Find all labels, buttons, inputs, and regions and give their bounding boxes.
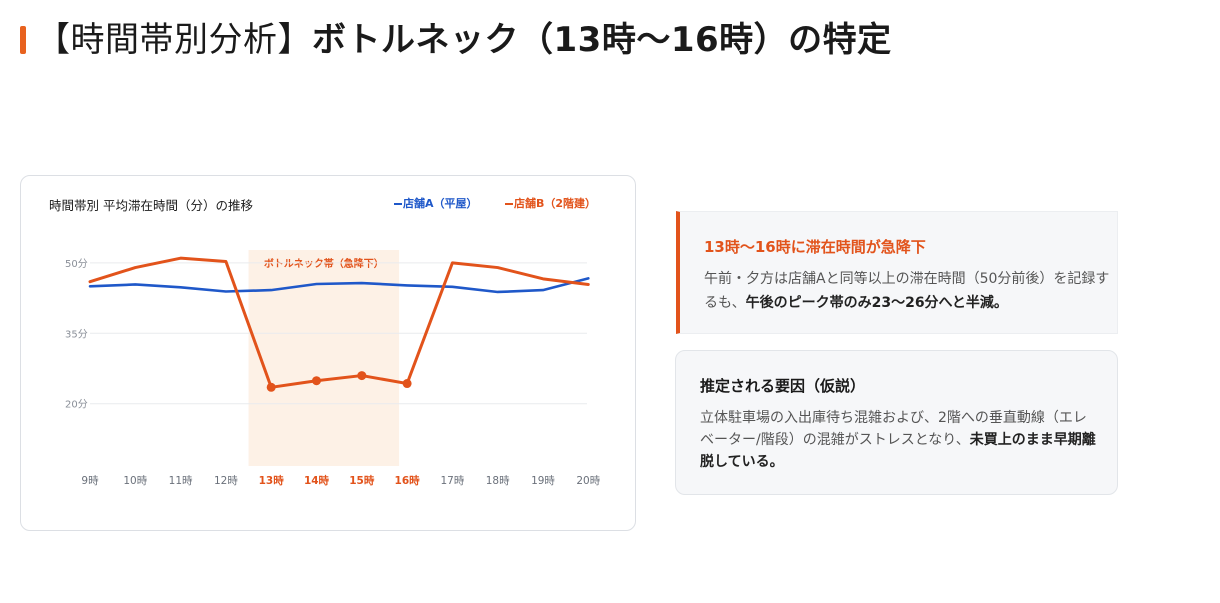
legend-label-store-a: 店舗A（平屋）	[403, 197, 478, 210]
legend-item-store-a: 店舗A（平屋）	[394, 195, 478, 211]
x-tick-label: 10時	[123, 475, 147, 487]
x-tick-label: 20時	[576, 475, 600, 487]
legend-label-store-b: 店舗B（2階建）	[514, 197, 597, 210]
x-tick-label: 14時	[304, 474, 330, 487]
x-tick-label: 12時	[214, 475, 238, 487]
hypothesis-body: 立体駐車場の入出庫待ち混雑および、2階への垂直動線（エレベーター/階段）の混雑が…	[700, 407, 1100, 473]
x-tick-label: 13時	[259, 474, 285, 487]
x-tick-label: 9時	[81, 475, 99, 487]
hypothesis-body-text: 立体駐車場の入出庫待ち混雑および、2階への垂直動線（エレベーター/階段）の混雑が…	[700, 410, 1087, 448]
y-tick-label: 50分	[65, 258, 88, 270]
data-point-store-b	[312, 376, 321, 386]
data-point-store-b	[357, 371, 367, 381]
y-tick-label: 20分	[65, 399, 88, 411]
chart-title: 時間帯別 平均滞在時間（分）の推移	[49, 198, 253, 213]
finding-heading: 13時〜16時に滞在時間が急降下	[704, 238, 926, 256]
title-accent-bar	[20, 26, 26, 54]
hypothesis-body-emphasis: 未買上のまま早期離脱している。	[700, 432, 1096, 470]
x-tick-label: 15時	[349, 474, 375, 487]
hypothesis-card: 推定される要因（仮説） 立体駐車場の入出庫待ち混雑および、2階への垂直動線（エレ…	[675, 350, 1118, 495]
series-line-store-b	[88, 256, 590, 389]
x-tick-label: 19時	[531, 475, 555, 487]
page-title-prefix: 【時間帯別分析】	[36, 20, 312, 60]
data-point-store-b	[266, 382, 276, 392]
legend-swatch-store-a	[394, 203, 402, 205]
bottleneck-band-label: ボトルネック帯（急降下）	[264, 257, 384, 270]
finding-body-text: 午前・夕方は店舗Aと同等以上の滞在時間（50分前後）を記録するも、	[704, 271, 1110, 311]
finding-card: 13時〜16時に滞在時間が急降下 午前・夕方は店舗Aと同等以上の滞在時間（50分…	[676, 211, 1118, 334]
x-tick-label: 17時	[440, 475, 464, 487]
page-title: 【時間帯別分析】ボトルネック（13時〜16時）の特定	[36, 18, 892, 62]
legend-swatch-store-b	[505, 203, 513, 205]
hypothesis-heading: 推定される要因（仮説）	[700, 377, 866, 395]
x-tick-label: 16時	[395, 474, 421, 487]
finding-body: 午前・夕方は店舗Aと同等以上の滞在時間（50分前後）を記録するも、午後のピーク帯…	[704, 267, 1114, 315]
page-title-main: ボトルネック（13時〜16時）の特定	[312, 20, 892, 60]
legend-item-store-b: 店舗B（2階建）	[505, 195, 596, 211]
bottleneck-band	[248, 250, 400, 466]
x-tick-label: 18時	[486, 475, 510, 487]
data-point-store-b	[402, 379, 412, 389]
chart-card: ボトルネック帯（急降下） 20分 35分 50分 9時 10時 11時 12時 13時 14時 15…	[20, 175, 636, 531]
line-chart: ボトルネック帯（急降下） 20分 35分 50分 9時 10時 11時 12時 13時 14時 15…	[65, 250, 601, 487]
y-tick-label: 35分	[65, 328, 88, 340]
series-line-store-a	[88, 277, 590, 294]
finding-body-emphasis: 午後のピーク帯のみ23〜26分へと半減。	[745, 295, 1008, 311]
x-tick-label: 11時	[169, 475, 193, 487]
